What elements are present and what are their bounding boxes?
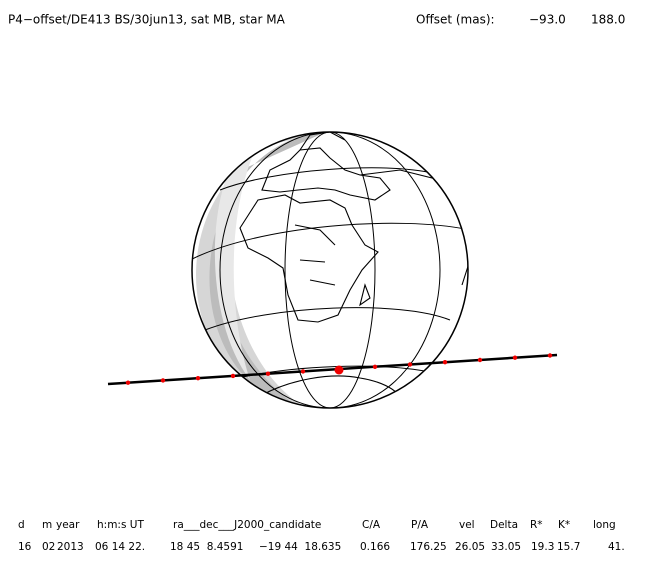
column-header: long — [593, 519, 616, 531]
header-title: P4−offset/DE413 BS/30jun13, sat MB, star… — [8, 13, 286, 27]
column-header: m — [42, 519, 52, 531]
offset-label: Offset (mas): — [416, 13, 495, 27]
table-cell: 0.166 — [360, 541, 390, 553]
globe-outline — [191, 131, 469, 409]
table-cell: −19 44 18.635 — [259, 541, 341, 553]
globe — [191, 131, 469, 409]
column-header: ra___dec___J2000_candidate — [173, 519, 321, 531]
table-cell: 41. — [608, 541, 625, 553]
table-cell: 15.7 — [557, 541, 580, 553]
table-cell: 02 — [42, 541, 55, 553]
table-cell: 18 45 8.4591 — [170, 541, 243, 553]
table-cell: 06 14 22. — [95, 541, 145, 553]
night-shading — [195, 132, 330, 408]
column-header: Delta — [490, 519, 518, 531]
offset-value: 188.0 — [591, 13, 625, 27]
column-header: R* — [530, 519, 543, 531]
table-cell: 176.25 — [410, 541, 447, 553]
shadow-path — [107, 353, 558, 386]
offset-value: −93.0 — [529, 13, 566, 27]
column-header: C/A — [362, 519, 381, 531]
column-header: P/A — [411, 519, 429, 531]
table-cell: 16 — [18, 541, 32, 553]
table-cell: 33.05 — [491, 541, 521, 553]
table-cell: 2013 — [57, 541, 84, 553]
table-cell: 26.05 — [455, 541, 485, 553]
graticule — [192, 132, 468, 408]
column-header: h:m:s UT — [97, 519, 144, 531]
column-header: year — [56, 519, 80, 531]
event-table: d m year h:m:s UT ra___dec___J2000_candi… — [18, 519, 625, 553]
time-markers — [125, 353, 553, 385]
column-header: K* — [558, 519, 570, 531]
closest-approach — [334, 365, 344, 375]
table-cell: 19.3 — [531, 541, 554, 553]
column-header: d — [18, 519, 25, 531]
globe-disk — [192, 132, 468, 408]
column-header: vel — [459, 519, 475, 531]
